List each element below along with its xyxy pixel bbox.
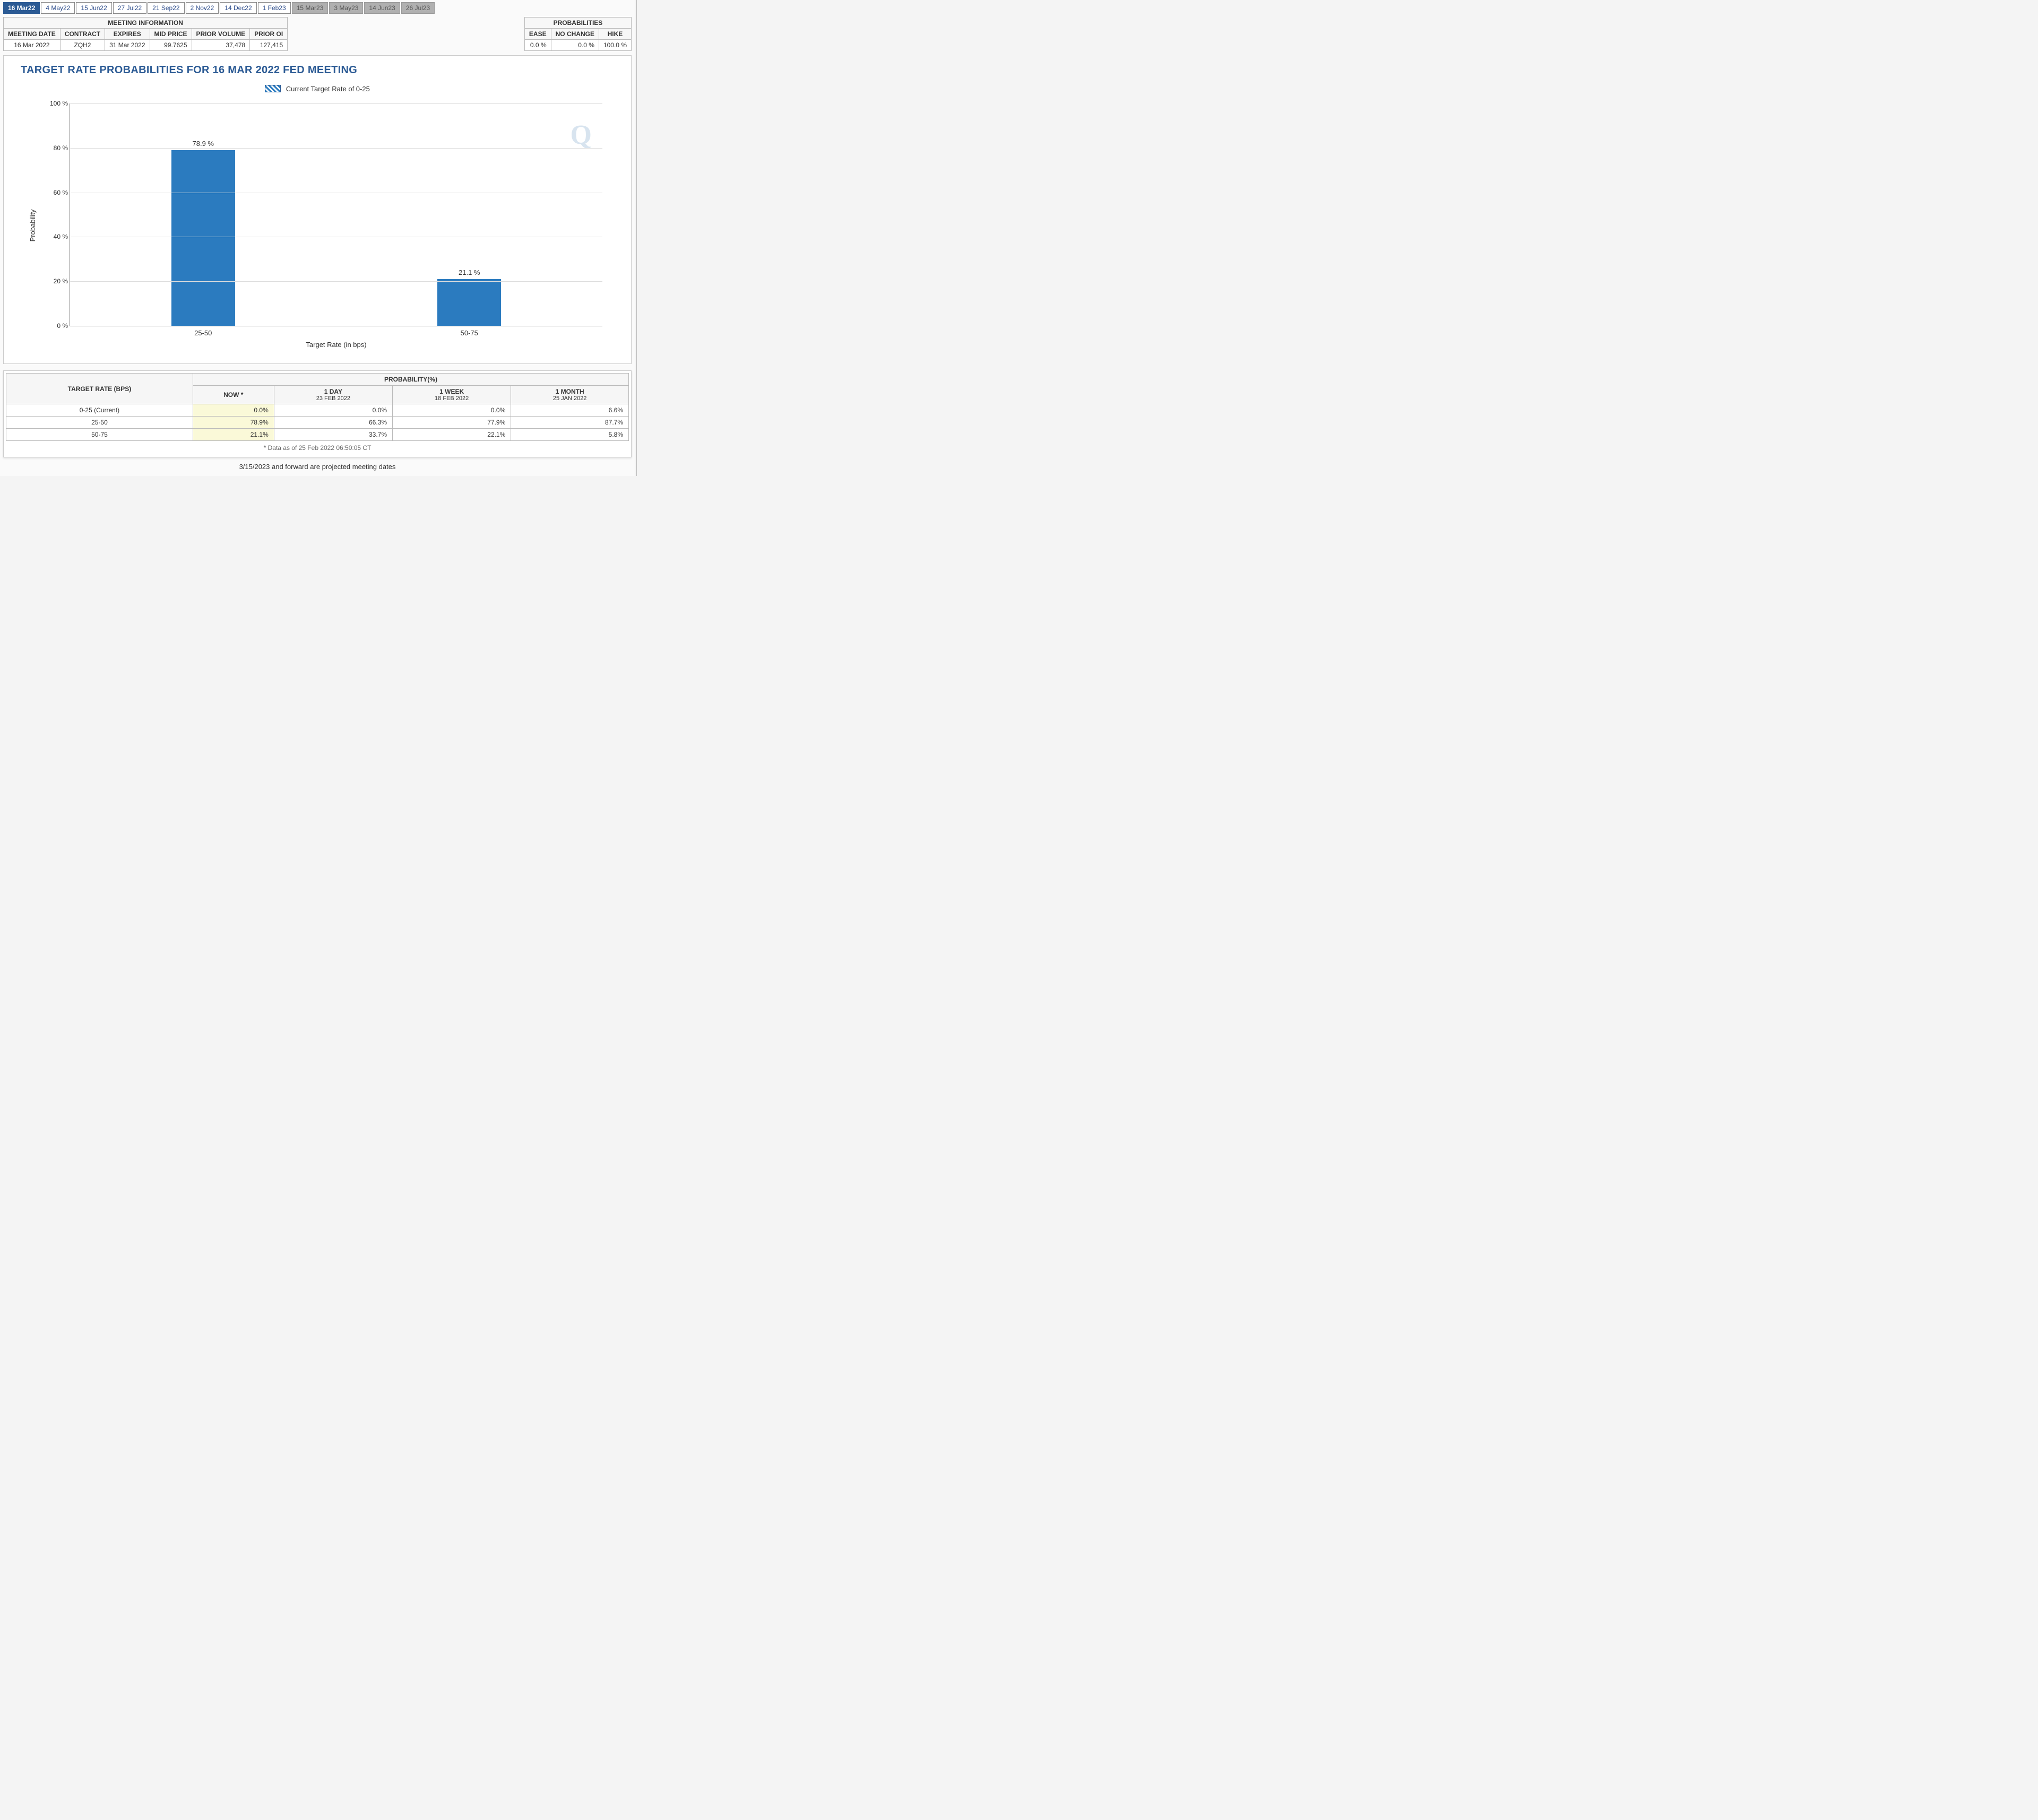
history-row: 50-7521.1%33.7%22.1%5.8% [6, 429, 629, 441]
tab-2-nov22[interactable]: 2 Nov22 [186, 2, 219, 14]
history-cell: 0.0% [393, 404, 511, 417]
history-row-header: TARGET RATE (BPS) [6, 374, 193, 404]
chart-area: Probability Q 78.9 %25-5021.1 %50-75 Tar… [43, 98, 608, 353]
meeting-info-cell-1: ZQH2 [60, 40, 105, 51]
y-tick: 100 % [45, 100, 68, 107]
history-row-label: 50-75 [6, 429, 193, 441]
history-cell: 33.7% [274, 429, 392, 441]
chart-title: TARGET RATE PROBABILITIES FOR 16 MAR 202… [21, 64, 624, 76]
history-cell: 21.1% [193, 429, 274, 441]
history-cell: 0.0% [193, 404, 274, 417]
history-col-2: 1 WEEK18 FEB 2022 [393, 386, 511, 404]
meeting-info-header-1: CONTRACT [60, 29, 105, 40]
history-cell: 78.9% [193, 417, 274, 429]
history-row-label: 25-50 [6, 417, 193, 429]
meeting-info-header-2: EXPIRES [105, 29, 150, 40]
tab-14-jun23[interactable]: 14 Jun23 [364, 2, 400, 14]
x-tick: 25-50 [70, 326, 336, 337]
grid-line [70, 148, 602, 149]
tab-21-sep22[interactable]: 21 Sep22 [148, 2, 184, 14]
history-row-label: 0-25 (Current) [6, 404, 193, 417]
bar-50-75[interactable]: 21.1 % [437, 279, 501, 326]
y-tick: 0 % [45, 322, 68, 330]
history-row: 0-25 (Current)0.0%0.0%0.0%6.6% [6, 404, 629, 417]
tab-15-mar23[interactable]: 15 Mar23 [292, 2, 329, 14]
y-tick: 60 % [45, 189, 68, 196]
prob-header-0: EASE [524, 29, 551, 40]
tab-14-dec22[interactable]: 14 Dec22 [220, 2, 256, 14]
grid-line [70, 281, 602, 282]
meeting-date-tabs: 16 Mar224 May2215 Jun2227 Jul2221 Sep222… [3, 2, 632, 14]
meeting-info-cell-4: 37,478 [192, 40, 250, 51]
meeting-info-cell-5: 127,415 [250, 40, 288, 51]
meeting-info-title: MEETING INFORMATION [4, 18, 288, 29]
history-col-1: 1 DAY23 FEB 2022 [274, 386, 392, 404]
x-axis-label: Target Rate (in bps) [70, 341, 602, 349]
history-cell: 77.9% [393, 417, 511, 429]
projected-note: 3/15/2023 and forward are projected meet… [3, 463, 632, 471]
history-cell: 66.3% [274, 417, 392, 429]
legend-text: Current Target Rate of 0-25 [286, 85, 370, 93]
history-footnote: * Data as of 25 Feb 2022 06:50:05 CT [6, 441, 629, 452]
x-tick: 50-75 [336, 326, 603, 337]
meeting-info-header-0: MEETING DATE [4, 29, 61, 40]
meeting-info-header-3: MID PRICE [150, 29, 192, 40]
bar-value-label: 21.1 % [437, 268, 501, 276]
prob-header-2: HIKE [599, 29, 631, 40]
bars-container: 78.9 %25-5021.1 %50-75 [70, 103, 602, 326]
tab-16-mar22[interactable]: 16 Mar22 [3, 2, 40, 14]
y-tick: 40 % [45, 233, 68, 240]
y-tick: 80 % [45, 144, 68, 152]
grid-line [70, 103, 602, 104]
prob-cell-1: 0.0 % [551, 40, 599, 51]
tab-1-feb23[interactable]: 1 Feb23 [258, 2, 291, 14]
y-tick: 20 % [45, 278, 68, 285]
tab-27-jul22[interactable]: 27 Jul22 [113, 2, 146, 14]
prob-header-1: NO CHANGE [551, 29, 599, 40]
meeting-info-header-4: PRIOR VOLUME [192, 29, 250, 40]
probabilities-table: PROBABILITIES EASENO CHANGEHIKE 0.0 %0.0… [524, 17, 632, 51]
tab-4-may22[interactable]: 4 May22 [41, 2, 75, 14]
top-info-row: MEETING INFORMATION MEETING DATECONTRACT… [3, 17, 632, 51]
history-cell: 87.7% [511, 417, 629, 429]
chart-legend: Current Target Rate of 0-25 [11, 85, 624, 93]
bar-value-label: 78.9 % [171, 140, 235, 148]
history-group-header: PROBABILITY(%) [193, 374, 628, 386]
history-cell: 0.0% [274, 404, 392, 417]
history-cell: 5.8% [511, 429, 629, 441]
tab-26-jul23[interactable]: 26 Jul23 [401, 2, 435, 14]
prob-cell-2: 100.0 % [599, 40, 631, 51]
legend-swatch-icon [265, 85, 281, 92]
history-col-3: 1 MONTH25 JAN 2022 [511, 386, 629, 404]
history-cell: 6.6% [511, 404, 629, 417]
bar-25-50[interactable]: 78.9 % [171, 150, 235, 326]
meeting-info-cell-0: 16 Mar 2022 [4, 40, 61, 51]
chart-panel: TARGET RATE PROBABILITIES FOR 16 MAR 202… [3, 55, 632, 364]
history-panel: TARGET RATE (BPS) PROBABILITY(%) NOW *1 … [3, 370, 632, 457]
y-axis-label: Probability [29, 210, 37, 242]
tab-3-may23[interactable]: 3 May23 [329, 2, 363, 14]
tab-15-jun22[interactable]: 15 Jun22 [76, 2, 111, 14]
meeting-info-cell-2: 31 Mar 2022 [105, 40, 150, 51]
prob-cell-0: 0.0 % [524, 40, 551, 51]
history-cell: 22.1% [393, 429, 511, 441]
history-row: 25-5078.9%66.3%77.9%87.7% [6, 417, 629, 429]
tool-panel: 16 Mar224 May2215 Jun2227 Jul2221 Sep222… [0, 0, 637, 476]
probabilities-title: PROBABILITIES [524, 18, 631, 29]
meeting-info-header-5: PRIOR OI [250, 29, 288, 40]
meeting-info-table: MEETING INFORMATION MEETING DATECONTRACT… [3, 17, 288, 51]
plot-region: Q 78.9 %25-5021.1 %50-75 Target Rate (in… [70, 103, 602, 326]
history-col-0: NOW * [193, 386, 274, 404]
meeting-info-cell-3: 99.7625 [150, 40, 192, 51]
history-table: TARGET RATE (BPS) PROBABILITY(%) NOW *1 … [6, 373, 629, 441]
